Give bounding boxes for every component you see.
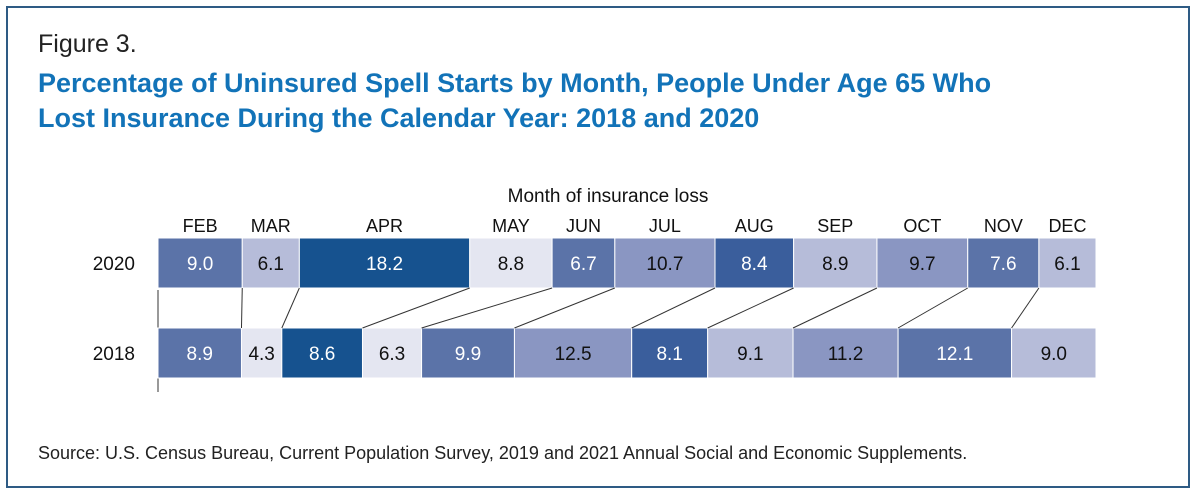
connector-line-oct [897, 287, 968, 329]
month-label-may: MAY [492, 216, 530, 236]
data-label-2020-mar: 6.1 [258, 254, 284, 275]
data-label-2018-oct: 11.2 [828, 344, 864, 365]
chart-title: Percentage of Uninsured Spell Starts by … [38, 66, 1158, 136]
data-label-2020-nov: 7.6 [990, 254, 1016, 275]
month-label-oct: OCT [903, 216, 941, 236]
month-label-dec: DEC [1048, 216, 1086, 236]
data-label-2020-jul: 10.7 [646, 254, 683, 275]
connector-line-jun [514, 287, 616, 329]
connector-line-aug [707, 287, 794, 329]
data-label-2020-may: 8.8 [498, 254, 524, 275]
connector-line-nov [1011, 287, 1040, 329]
data-label-2018-jul: 12.5 [555, 344, 592, 365]
data-label-2020-apr: 18.2 [366, 254, 403, 275]
bar-2020-sep [793, 237, 878, 289]
bar-2020-jul [614, 237, 716, 289]
bar-2018-apr [281, 327, 363, 379]
month-label-jun: JUN [566, 216, 601, 236]
data-label-2020-sep: 8.9 [822, 254, 848, 275]
chart-title-line-2: Lost Insurance During the Calendar Year:… [38, 103, 760, 133]
connector-line-may [421, 287, 553, 329]
figure-label: Figure 3. [38, 30, 137, 58]
data-label-2018-sep: 9.1 [737, 344, 763, 365]
month-label-apr: APR [366, 216, 403, 236]
bar-2020-dec [1038, 237, 1097, 289]
data-label-2020-jun: 6.7 [570, 254, 596, 275]
bar-2020-aug [714, 237, 795, 289]
month-label-sep: SEP [817, 216, 853, 236]
month-label-nov: NOV [984, 216, 1023, 236]
data-label-2020-oct: 9.7 [909, 254, 935, 275]
row-label-2018: 2018 [93, 344, 135, 365]
bar-2018-nov [897, 327, 1013, 379]
bar-2018-oct [792, 327, 899, 379]
bar-2018-aug [631, 327, 709, 379]
data-label-2020-feb: 9.0 [187, 254, 213, 275]
month-label-aug: AUG [735, 216, 774, 236]
data-label-2018-jun: 9.9 [455, 344, 481, 365]
data-label-2020-aug: 8.4 [741, 254, 768, 275]
data-label-2018-mar: 4.3 [248, 344, 274, 365]
bar-2018-jun [421, 327, 515, 379]
connector-line-feb [240, 287, 243, 329]
bar-2020-may [469, 237, 553, 289]
data-label-2018-feb: 8.9 [187, 344, 213, 365]
bars-layer: 2020 9.0 6.1 18.2 8.8 6.7 10.7 8.4 8.9 9.7 7.6 6.1 2… [93, 216, 1097, 379]
bar-2020-feb [157, 237, 243, 289]
source-note: Source: U.S. Census Bureau, Current Popu… [38, 443, 968, 463]
chart-title-line-1: Percentage of Uninsured Spell Starts by … [38, 68, 992, 98]
data-label-2018-aug: 8.1 [656, 344, 682, 365]
bar-2020-mar [241, 237, 300, 289]
connector-line-apr [362, 287, 470, 329]
bar-2020-nov [967, 237, 1040, 289]
bar-2018-mar [240, 327, 283, 379]
bar-2018-feb [157, 327, 242, 379]
row-label-2020: 2020 [93, 254, 135, 275]
data-label-2018-nov: 12.1 [936, 344, 973, 365]
data-label-2018-apr: 8.6 [309, 344, 335, 365]
month-label-jul: JUL [649, 216, 681, 236]
bar-2018-sep [707, 327, 794, 379]
connector-line-sep [792, 287, 878, 329]
x-axis-label: Month of insurance loss [508, 186, 709, 207]
bar-2018-may [361, 327, 423, 379]
month-label-feb: FEB [183, 216, 218, 236]
data-label-2018-dec: 9.0 [1041, 344, 1067, 365]
bar-2018-dec [1011, 327, 1097, 379]
month-label-mar: MAR [251, 216, 291, 236]
bar-2018-jul [513, 327, 633, 379]
data-label-2020-dec: 6.1 [1054, 254, 1080, 275]
bar-2020-apr [298, 237, 471, 289]
bar-2020-oct [876, 237, 969, 289]
bar-2020-jun [551, 237, 616, 289]
connector-line-jul [631, 287, 716, 329]
data-label-2018-may: 6.3 [379, 344, 405, 365]
connector-line-mar [281, 287, 300, 329]
